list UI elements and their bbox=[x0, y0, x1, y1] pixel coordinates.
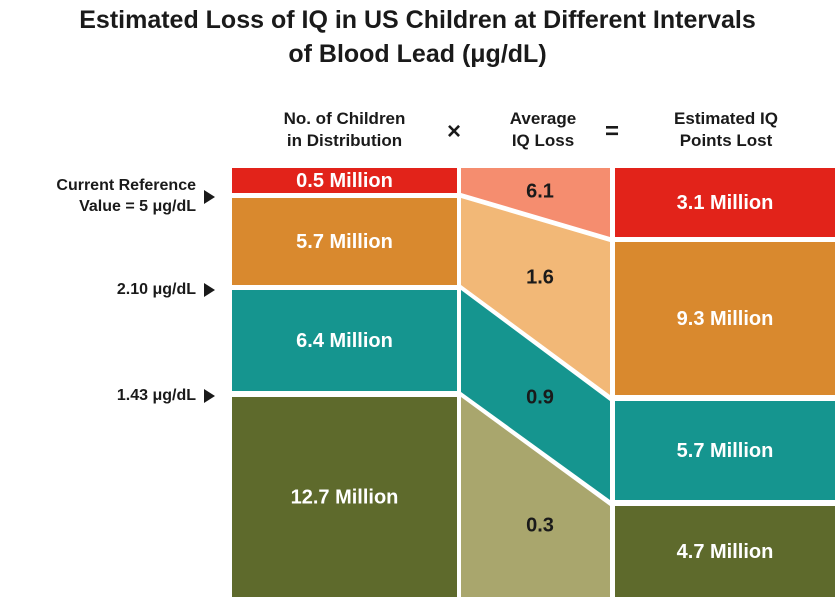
iq-loss-band-1 bbox=[461, 168, 610, 237]
children-value-1: 0.5 Million bbox=[296, 170, 393, 192]
column-header-loss-line-2: IQ Loss bbox=[511, 131, 575, 150]
points-bar-2 bbox=[615, 242, 835, 395]
column-header-children: No. of Children in Distribution bbox=[232, 108, 457, 152]
points-value-3: 5.7 Million bbox=[677, 440, 774, 462]
iq-loss-value-4: 0.3 bbox=[526, 514, 554, 536]
column-header-points: Estimated IQ Points Lost bbox=[617, 108, 835, 152]
column-header-children-line-1: No. of Children bbox=[283, 109, 406, 128]
iq-loss-value-1: 6.1 bbox=[526, 180, 554, 202]
children-bar-2 bbox=[232, 198, 457, 285]
row-label-reference-line-2: Value = 5 μg/dL bbox=[79, 198, 196, 215]
points-bar-3 bbox=[615, 401, 835, 500]
row-label-reference: Current Reference Value = 5 μg/dL bbox=[0, 175, 196, 217]
iq-loss-band-3 bbox=[461, 290, 610, 500]
children-value-4: 12.7 Million bbox=[291, 486, 399, 508]
column-header-points-line-1: Estimated IQ bbox=[674, 109, 778, 128]
column-header-loss-line-1: Average bbox=[509, 109, 577, 128]
points-bar-1 bbox=[615, 168, 835, 237]
iq-loss-band-2 bbox=[461, 198, 610, 395]
iq-loss-band-4 bbox=[461, 397, 610, 597]
children-value-2: 5.7 Million bbox=[296, 231, 393, 253]
children-bar-1 bbox=[232, 168, 457, 193]
chart-title-line-1: Estimated Loss of IQ in US Children at D… bbox=[79, 6, 756, 34]
row-label-mid: 2.10 μg/dL bbox=[116, 281, 196, 298]
column-header-children-line-2: in Distribution bbox=[286, 131, 403, 150]
points-value-1: 3.1 Million bbox=[677, 192, 774, 214]
column-header-points-line-2: Points Lost bbox=[679, 131, 773, 150]
children-value-3: 6.4 Million bbox=[296, 330, 393, 352]
points-value-2: 9.3 Million bbox=[677, 308, 774, 330]
iq-loss-value-3: 0.9 bbox=[526, 386, 554, 408]
iq-loss-value-2: 1.6 bbox=[526, 266, 554, 288]
chart-title-line-2: of Blood Lead (μg/dL) bbox=[288, 40, 547, 68]
column-header-loss: Average IQ Loss bbox=[478, 108, 608, 152]
children-bar-4 bbox=[232, 397, 457, 597]
children-bar-3 bbox=[232, 290, 457, 391]
points-value-4: 4.7 Million bbox=[677, 541, 774, 563]
equals-sign: = bbox=[605, 118, 620, 145]
multiply-sign: × bbox=[447, 118, 462, 145]
row-label-low: 1.43 μg/dL bbox=[116, 387, 196, 404]
arrow-icon-low bbox=[204, 389, 215, 403]
row-label-reference-line-1: Current Reference bbox=[56, 177, 196, 194]
points-bar-4 bbox=[615, 506, 835, 597]
arrow-icon-reference bbox=[204, 190, 215, 204]
arrow-icon-mid bbox=[204, 283, 215, 297]
